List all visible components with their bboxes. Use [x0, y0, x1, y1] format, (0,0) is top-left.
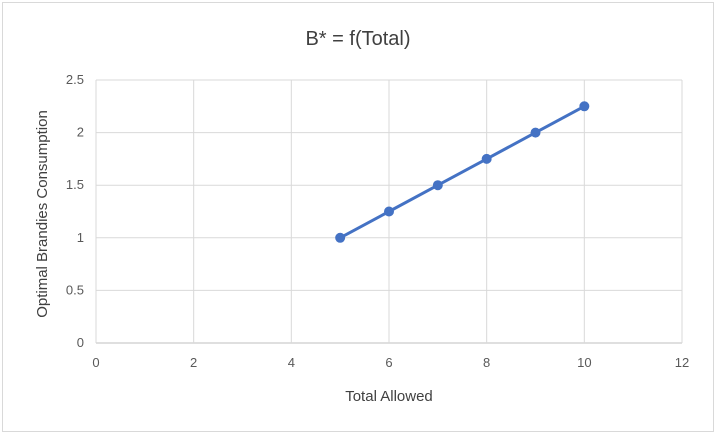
- y-tick-label: 2: [77, 125, 84, 140]
- data-point: [481, 153, 492, 164]
- data-point: [335, 232, 346, 243]
- y-tick-label: 0: [77, 335, 84, 350]
- y-tick-label: 2.5: [66, 72, 84, 87]
- x-tick-label: 12: [675, 355, 689, 370]
- x-axis-title: Total Allowed: [345, 388, 433, 405]
- series-group: [335, 101, 590, 243]
- y-tick-labels: 0 0.5 1 1.5 2 2.5: [66, 72, 84, 350]
- x-tick-label: 6: [385, 355, 392, 370]
- x-tick-label: 4: [288, 355, 295, 370]
- x-tick-labels: 0 2 4 6 8 10 12: [92, 355, 689, 370]
- x-tick-label: 2: [190, 355, 197, 370]
- y-tick-label: 1: [77, 230, 84, 245]
- data-point: [432, 180, 443, 191]
- x-gridlines: [95, 80, 683, 343]
- data-point: [384, 206, 394, 217]
- x-tick-label: 10: [577, 355, 591, 370]
- y-axis-title: Optimal Brandies Consumption: [34, 110, 51, 318]
- data-point: [579, 101, 590, 112]
- x-tick-label: 8: [483, 355, 490, 370]
- scatter-chart: B* = f(Total) 0 0.5 1 1.5 2 2.5 0 2 4 6 8 10 12 Tot…: [34, 28, 689, 405]
- data-point: [530, 127, 541, 138]
- x-tick-label: 0: [92, 355, 99, 370]
- chart-title: B* = f(Total): [305, 28, 410, 50]
- chart-frame: B* = f(Total) 0 0.5 1 1.5 2 2.5 0 2 4 6 8 10 12 Tot…: [2, 2, 714, 432]
- y-tick-label: 0.5: [66, 282, 84, 297]
- series-line: [339, 104, 586, 240]
- y-tick-label: 1.5: [66, 177, 84, 192]
